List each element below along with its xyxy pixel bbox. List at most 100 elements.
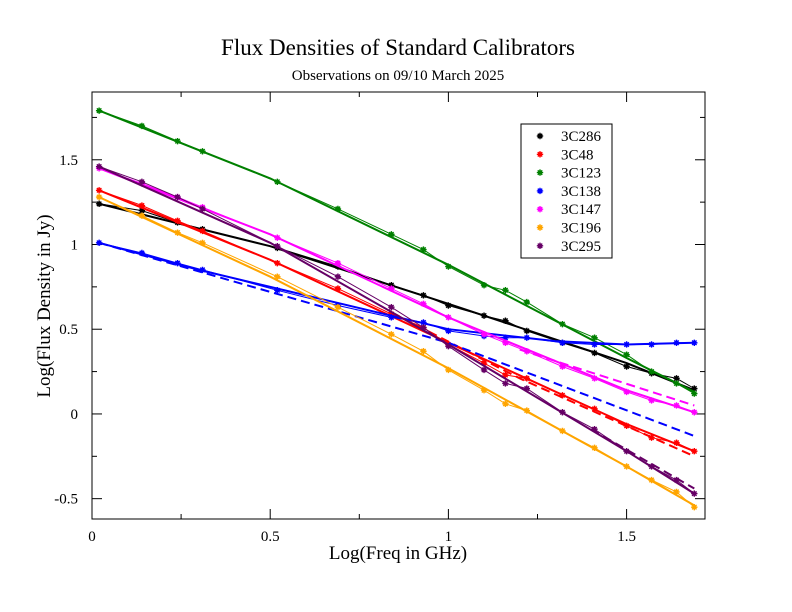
data-point-star [673, 439, 680, 446]
data-point-star [138, 122, 146, 130]
data-point-star [523, 385, 531, 392]
data-point-star [138, 207, 146, 214]
legend-label: 3C295 [561, 239, 601, 255]
data-point-star [559, 339, 566, 346]
legend-box [520, 123, 613, 259]
data-point-star [388, 314, 395, 321]
legend-label: 3C147 [561, 202, 602, 218]
data-point-star [274, 178, 281, 186]
data-point-star [274, 273, 281, 280]
data-point-star [648, 434, 655, 441]
y-axis-label: Log(Flux Density in Jy) [34, 214, 55, 397]
x-tick-label: 0 [88, 529, 96, 545]
data-point-star [388, 331, 395, 338]
data-point-star [502, 317, 509, 324]
data-line [98, 242, 695, 345]
data-point-star [648, 476, 655, 484]
data-point-star [523, 334, 531, 341]
legend-label: 3C286 [561, 129, 602, 145]
legend: 3C286 3C48 3C123 3C138 3C147 3C196 3C295 [520, 123, 613, 259]
data-point-star [480, 312, 488, 319]
data-point-star [648, 368, 655, 375]
data-point-star [334, 303, 342, 311]
data-point-star [445, 342, 452, 350]
series-3c48 [95, 187, 698, 458]
data-point-star [623, 341, 630, 348]
plot-frame [91, 91, 706, 520]
data-point-star [174, 193, 181, 201]
data-point-star [445, 314, 452, 321]
data-point-star [559, 427, 566, 435]
data-point-star [523, 407, 531, 414]
data-point-star [388, 310, 395, 318]
x-tick-label: 0.5 [261, 529, 280, 545]
data-line [98, 167, 695, 413]
data-point-star [559, 409, 566, 416]
data-point-star [623, 463, 630, 470]
y-tick-label: 1.5 [59, 153, 78, 169]
data-point-star [388, 285, 395, 292]
data-point-star [623, 363, 630, 370]
data-point-star [388, 303, 395, 311]
legend-marker-star [536, 151, 544, 158]
data-point-star [523, 327, 531, 335]
data-point-star [274, 259, 281, 267]
data-point-star [388, 281, 395, 289]
data-line [98, 166, 695, 494]
data-point-star [502, 287, 509, 294]
data-point-star [420, 246, 427, 253]
legend-marker-star [536, 132, 544, 140]
legend-label: 3C196 [561, 221, 602, 237]
data-point-star [523, 348, 531, 355]
data-point-star [623, 448, 630, 455]
data-line [98, 189, 695, 452]
series-3c123 [95, 107, 698, 397]
data-point-star [480, 366, 488, 374]
data-point-star [174, 217, 181, 224]
data-point-star [623, 351, 630, 358]
data-point-star [502, 400, 509, 407]
data-point-star [623, 388, 630, 396]
data-point-star [691, 409, 698, 416]
data-point-star [559, 392, 566, 399]
data-point-star [648, 463, 655, 470]
data-point-star [174, 259, 181, 267]
data-point-star [673, 375, 680, 382]
fit-dashed-line [98, 241, 695, 437]
data-point-star [174, 229, 181, 236]
y-tick-label: 1 [71, 238, 79, 254]
data-point-star [591, 334, 598, 341]
legend-label: 3C138 [561, 184, 601, 200]
data-point-star [691, 448, 698, 455]
data-point-star [445, 366, 452, 374]
data-point-star [480, 359, 488, 367]
data-line [99, 203, 695, 389]
x-tick-label: 1 [445, 529, 453, 545]
data-point-star [334, 259, 342, 267]
data-point-star [691, 503, 698, 511]
data-point-star [95, 163, 103, 170]
data-line [98, 196, 695, 508]
data-point-star [199, 239, 206, 247]
data-point-star [95, 107, 103, 114]
data-point-star [199, 266, 206, 274]
data-point-star [95, 239, 103, 247]
data-point-star [559, 320, 566, 328]
data-point-star [95, 200, 103, 208]
data-point-star [673, 476, 680, 484]
legend-marker-star [536, 224, 544, 231]
y-tick-label: -0.5 [54, 492, 78, 508]
series-3c295 [95, 163, 698, 497]
data-point-star [691, 390, 698, 397]
data-point-star [523, 375, 531, 382]
data-point-star [174, 137, 181, 145]
data-point-star [591, 375, 598, 382]
data-point-star [673, 339, 680, 346]
data-point-star [138, 178, 146, 186]
data-point-star [502, 334, 509, 341]
chart-subtitle: Observations on 09/10 March 2025 [292, 68, 504, 84]
data-point-star [420, 324, 427, 331]
data-point-star [673, 488, 680, 496]
data-point-star [334, 285, 342, 292]
